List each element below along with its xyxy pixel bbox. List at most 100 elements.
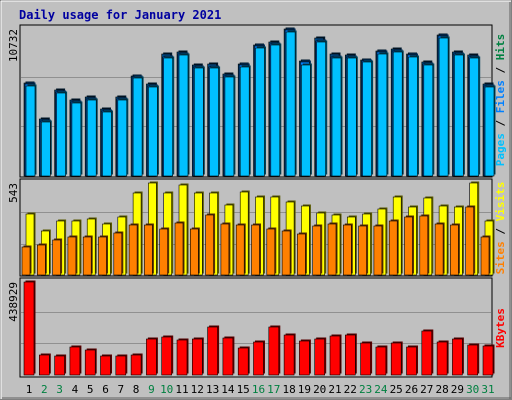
- bar-kbytes-day-16: [253, 341, 264, 376]
- bar-pages-day-17: [270, 44, 281, 177]
- y-max-label: 438929: [7, 282, 20, 322]
- bar-pages-day-18: [285, 31, 296, 177]
- legend-label: Pages / Files / Hits: [494, 34, 507, 167]
- x-tick-label: 26: [405, 383, 418, 396]
- kbytes-bars: [23, 280, 495, 376]
- bar-sites-day-4: [67, 236, 77, 276]
- x-tick-label: 25: [390, 383, 403, 396]
- legend-sites: Sites: [494, 241, 507, 274]
- bar-pages-day-14: [224, 76, 235, 177]
- bar-pages-day-6: [102, 111, 112, 177]
- legend-files: Files: [494, 80, 507, 113]
- bar-pages-day-7: [117, 99, 128, 177]
- x-tick-label: 16: [252, 383, 265, 396]
- bar-sites-day-17: [266, 228, 276, 276]
- x-tick-label: 3: [56, 383, 63, 396]
- bar-kbytes-day-29: [452, 338, 463, 376]
- bar-kbytes-day-6: [100, 355, 111, 376]
- x-tick-label: 14: [221, 383, 235, 396]
- bar-pages-day-23: [362, 61, 372, 177]
- bar-pages-day-15: [239, 66, 250, 177]
- bar-pages-day-29: [454, 54, 464, 177]
- bar-sites-day-7: [113, 232, 123, 276]
- bar-kbytes-day-25: [390, 342, 402, 376]
- x-tick-label: 1: [26, 383, 33, 396]
- bar-pages-day-24: [377, 53, 388, 177]
- bar-pages-day-10: [163, 57, 173, 177]
- bar-pages-day-31: [484, 86, 495, 177]
- legend-kbytes: KBytes: [494, 308, 507, 348]
- bar-kbytes-day-17: [268, 326, 280, 376]
- x-tick-label: 24: [374, 383, 388, 396]
- bar-pages-day-5: [86, 99, 97, 177]
- bar-pages-day-22: [346, 57, 357, 177]
- bar-sites-day-28: [434, 223, 444, 276]
- bar-pages-day-16: [255, 47, 265, 177]
- x-tick-label: 30: [466, 383, 479, 396]
- bar-sites-day-19: [297, 233, 306, 276]
- bar-pages-day-13: [209, 67, 219, 177]
- bar-pages-day-12: [194, 67, 204, 177]
- bar-kbytes-day-24: [375, 346, 387, 376]
- x-tick-label: 7: [117, 383, 124, 396]
- visits-bars: [21, 181, 495, 276]
- bar-pages-day-8: [132, 77, 143, 177]
- x-tick-label: 4: [72, 383, 79, 396]
- x-tick-label: 31: [481, 383, 494, 396]
- bar-kbytes-day-5: [84, 349, 96, 376]
- bar-sites-day-12: [190, 228, 199, 276]
- bar-kbytes-day-21: [329, 335, 341, 376]
- bar-pages-day-9: [148, 86, 158, 177]
- bar-kbytes-day-18: [283, 334, 295, 376]
- bar-sites-day-11: [174, 222, 184, 276]
- x-tick-label: 19: [298, 383, 311, 396]
- x-tick-label: 6: [102, 383, 109, 396]
- bar-sites-day-22: [342, 224, 352, 276]
- bar-sites-day-31: [480, 236, 490, 276]
- legend-hits: Hits: [494, 34, 507, 61]
- bar-pages-day-2: [40, 121, 51, 177]
- bar-sites-day-9: [144, 224, 153, 276]
- bar-kbytes-day-27: [421, 330, 433, 376]
- chart-title: Daily usage for January 2021: [19, 8, 221, 22]
- bar-kbytes-day-9: [146, 338, 157, 376]
- bar-sites-day-3: [52, 239, 61, 276]
- x-tick-label: 23: [359, 383, 372, 396]
- x-tick-label: 17: [267, 383, 280, 396]
- legend-label: Sites / Visits: [494, 182, 507, 275]
- x-tick-label: 9: [148, 383, 155, 396]
- bar-kbytes-day-11: [176, 339, 188, 376]
- bar-sites-day-24: [373, 225, 383, 276]
- x-tick-label: 18: [282, 383, 295, 396]
- bar-pages-day-30: [469, 57, 480, 177]
- bar-pages-day-1: [25, 85, 36, 177]
- bar-kbytes-day-19: [299, 340, 310, 376]
- bar-kbytes-day-26: [406, 346, 417, 376]
- bar-pages-day-3: [56, 92, 66, 177]
- bar-sites-day-15: [235, 224, 245, 276]
- x-tick-label: 15: [237, 383, 250, 396]
- x-tick-label: 12: [191, 383, 204, 396]
- bar-kbytes-day-8: [130, 354, 142, 376]
- legend-separator: /: [494, 60, 507, 80]
- y-max-labels: 10732 543 438929: [7, 29, 20, 322]
- bar-kbytes-day-4: [69, 346, 81, 376]
- x-tick-label: 2: [41, 383, 48, 396]
- bar-sites-day-30: [465, 206, 475, 276]
- bar-pages-day-11: [178, 54, 189, 177]
- x-tick-label: 22: [344, 383, 357, 396]
- bar-kbytes-day-2: [38, 354, 50, 376]
- bar-pages-day-25: [392, 51, 403, 177]
- bar-pages-day-26: [408, 56, 418, 177]
- bar-kbytes-day-14: [222, 337, 234, 376]
- bar-sites-day-25: [388, 220, 398, 276]
- bar-kbytes-day-15: [237, 347, 249, 376]
- bar-kbytes-day-22: [344, 334, 356, 376]
- bar-sites-day-10: [159, 228, 168, 276]
- bar-pages-day-4: [71, 102, 82, 177]
- bar-pages-day-28: [438, 37, 449, 177]
- legend-separator: /: [494, 221, 507, 241]
- bar-pages-day-21: [331, 57, 342, 177]
- bar-sites-day-27: [419, 215, 429, 276]
